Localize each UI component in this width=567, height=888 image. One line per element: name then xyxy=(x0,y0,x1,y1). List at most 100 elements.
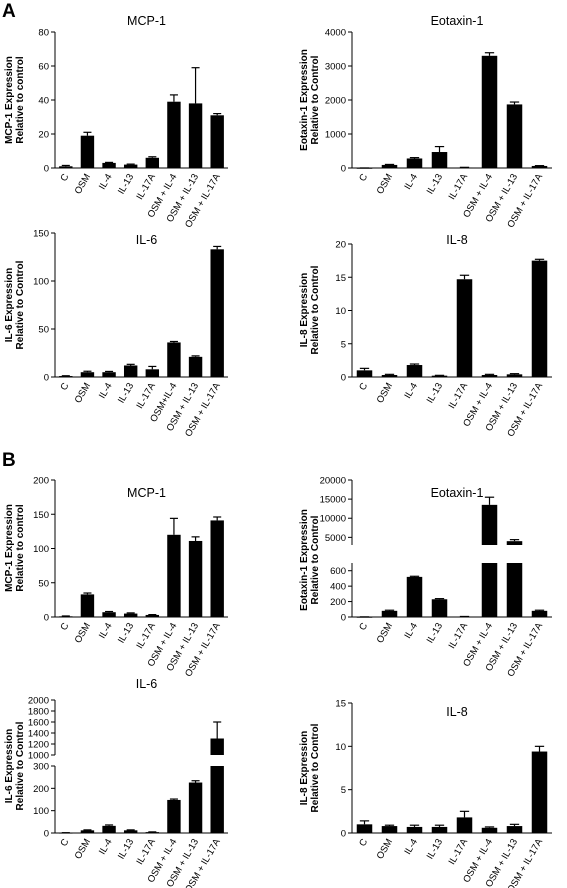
x-category-label: OSM xyxy=(375,172,395,196)
x-category-label: C xyxy=(58,621,71,633)
y-tick-label: 0 xyxy=(341,373,346,384)
y-axis-label: IL-8 ExpressionRelative to Control xyxy=(299,723,321,812)
y-axis-label-line: Relative to Control xyxy=(310,723,321,812)
bar xyxy=(456,817,473,833)
x-category-label: OSM xyxy=(73,381,93,405)
x-category-label: IL-17A xyxy=(447,836,471,866)
bar xyxy=(481,55,498,168)
bar xyxy=(506,563,523,617)
chart-title: MCP-1 xyxy=(127,486,166,500)
y-tick-label: 1600 xyxy=(28,718,49,729)
y-tick-label: 400 xyxy=(330,582,346,593)
y-tick-label: 20 xyxy=(335,240,346,251)
bar xyxy=(506,541,523,545)
x-category-label: IL-17A xyxy=(447,620,471,650)
chart-5: MCP-1 MCP-1 ExpressionRelative to control… xyxy=(4,476,228,679)
bar xyxy=(506,374,523,377)
y-axis-label: IL-6 ExpressionRelative to Control xyxy=(4,260,26,349)
bar xyxy=(167,799,181,833)
x-category-label: IL-4 xyxy=(97,172,115,192)
chart-8: IL-8 IL-8 ExpressionRelative to Control 0 5… xyxy=(299,699,552,888)
bar xyxy=(506,104,523,168)
x-category-label: IL-4 xyxy=(97,837,115,857)
bar xyxy=(406,826,423,833)
y-tick-label: 150 xyxy=(33,229,49,240)
x-category-label: IL-4 xyxy=(402,381,420,401)
bar xyxy=(102,825,116,833)
bar xyxy=(188,356,203,377)
x-category-label: IL-13 xyxy=(425,837,445,861)
bar xyxy=(531,751,548,833)
bar xyxy=(145,157,160,168)
x-category-label: C xyxy=(357,381,370,393)
y-axis-label-line: Relative to Control xyxy=(310,55,321,144)
bar xyxy=(431,826,448,833)
x-category-label: OSM xyxy=(375,837,395,861)
bar xyxy=(481,827,498,833)
bar xyxy=(188,103,203,168)
y-tick-label: 10000 xyxy=(320,514,346,525)
y-tick-label: 0 xyxy=(341,829,346,840)
bar xyxy=(481,563,498,617)
y-tick-label: 10 xyxy=(335,306,346,317)
bar xyxy=(123,613,138,617)
y-tick-label: 20 xyxy=(38,130,49,141)
bar xyxy=(531,165,548,168)
y-tick-label: 150 xyxy=(33,510,49,521)
y-tick-label: 0 xyxy=(341,613,346,624)
y-tick-label: 40 xyxy=(38,96,49,107)
bar xyxy=(80,372,95,377)
bar xyxy=(167,101,181,168)
y-axis-label-line: Eotaxin-1 Expression xyxy=(299,509,310,611)
y-tick-label: 100 xyxy=(33,806,49,817)
bar xyxy=(123,164,138,168)
y-tick-label: 20000 xyxy=(320,476,346,487)
chart-6: Eotaxin-1 Eotaxin-1 ExpressionRelative to… xyxy=(299,476,552,679)
x-category-label: IL-13 xyxy=(116,621,136,645)
y-tick-label: 10 xyxy=(335,742,346,753)
bar xyxy=(210,249,224,377)
y-axis-label-line: Relative to control xyxy=(15,504,26,591)
y-tick-label: 0 xyxy=(44,164,49,175)
bar xyxy=(59,376,73,377)
bar xyxy=(167,342,181,377)
bar xyxy=(506,826,523,833)
chart-title: Eotaxin-1 xyxy=(431,486,484,500)
bar xyxy=(431,599,448,617)
bar xyxy=(406,576,423,617)
y-axis-label-line: Relative to control xyxy=(15,56,26,143)
y-axis-label-line: IL-8 Expression xyxy=(299,731,310,805)
bar xyxy=(210,520,224,617)
x-category-label: OSM xyxy=(73,621,93,645)
x-category-label: IL-4 xyxy=(402,621,420,641)
bar xyxy=(456,279,473,377)
y-tick-label: 100 xyxy=(33,544,49,555)
bar xyxy=(188,540,203,617)
x-category-label: IL-17A xyxy=(447,380,471,410)
y-tick-label: 60 xyxy=(38,62,49,73)
y-tick-label: 3000 xyxy=(325,62,346,73)
x-category-label: IL-13 xyxy=(116,172,136,196)
bar xyxy=(80,830,95,833)
y-tick-label: 0 xyxy=(44,373,49,384)
y-tick-label: 4000 xyxy=(325,28,346,39)
x-category-label: IL-13 xyxy=(425,381,445,405)
x-category-label: OSM xyxy=(375,381,395,405)
y-tick-label: 5 xyxy=(341,785,346,796)
y-tick-label: 1400 xyxy=(28,729,49,740)
bar xyxy=(381,826,398,833)
y-axis-label: Eotaxin-1 ExpressionRelative to Control xyxy=(299,49,321,151)
y-axis-label: MCP-1 ExpressionRelative to control xyxy=(4,56,26,144)
x-category-label: IL-13 xyxy=(425,621,445,645)
y-tick-label: 600 xyxy=(330,566,346,577)
y-axis-label-line: MCP-1 Expression xyxy=(4,504,15,592)
y-axis-label-line: Relative to Control xyxy=(310,265,321,354)
bar xyxy=(381,610,398,617)
bar xyxy=(145,832,160,833)
y-axis-label: MCP-1 ExpressionRelative to control xyxy=(4,504,26,592)
y-axis-label-line: Relative to Control xyxy=(15,260,26,349)
bar xyxy=(102,612,116,617)
bar xyxy=(406,158,423,168)
y-tick-label: 5 xyxy=(341,339,346,350)
y-tick-label: 15 xyxy=(335,699,346,710)
